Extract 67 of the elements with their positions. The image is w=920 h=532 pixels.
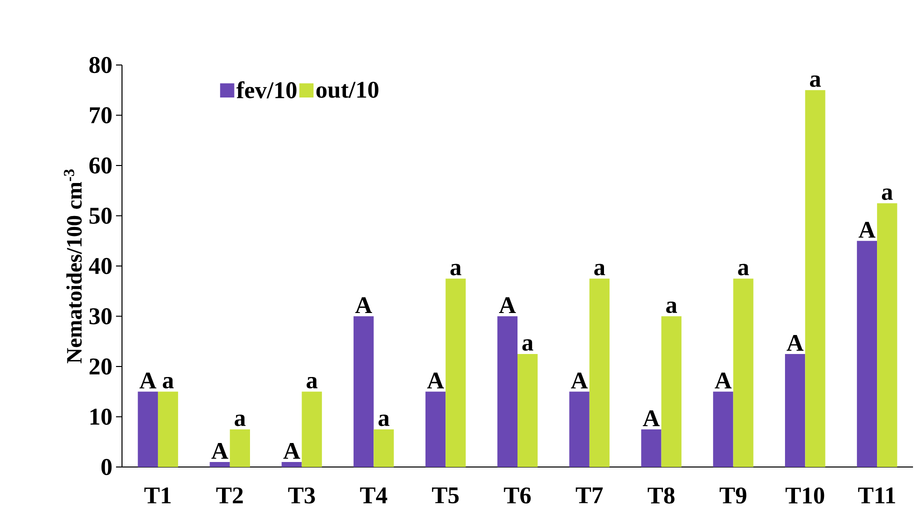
bar: [856, 240, 878, 467]
data-label: a: [738, 264, 749, 276]
data-label: a: [666, 302, 678, 314]
x-tick-label: T3: [288, 487, 315, 504]
bar: [354, 316, 374, 467]
bar: [713, 392, 734, 467]
x-tick-label: T1: [144, 487, 171, 504]
data-label: a: [594, 264, 606, 276]
bar: [158, 392, 178, 467]
x-tick-label: T6: [504, 487, 531, 504]
bar: [446, 278, 466, 467]
y-tick-label: 30: [90, 308, 112, 324]
x-tick-label: T9: [720, 487, 746, 504]
y-axis-title: Nematoides/100 cm$^{-3}$: [64, 169, 82, 364]
data-label: a: [522, 339, 534, 351]
data-label: A: [211, 443, 228, 459]
x-tick-label: T11: [858, 487, 896, 504]
data-label: A: [139, 372, 156, 388]
data-label: A: [427, 372, 444, 388]
data-label: A: [714, 372, 732, 388]
bar: [518, 354, 538, 467]
y-tick-label: 50: [90, 208, 112, 224]
x-tick-label: T4: [360, 487, 388, 504]
bar: [497, 316, 518, 467]
bar: [230, 429, 250, 467]
y-tick-label: 70: [90, 107, 112, 124]
bar: [641, 429, 662, 467]
x-tick-label: T7: [576, 487, 603, 504]
y-tick-label: 10: [90, 408, 112, 425]
y-tick-label: 0: [101, 458, 112, 476]
legend-label: fev/10: [236, 81, 296, 98]
data-label: a: [162, 376, 174, 388]
x-tick-label: T8: [648, 487, 674, 504]
x-tick-label: T10: [786, 487, 824, 504]
bar: [661, 316, 682, 467]
data-label: A: [786, 334, 804, 351]
bar: [589, 278, 610, 467]
data-label: a: [234, 414, 246, 426]
bar: [569, 392, 590, 467]
legend-label: out/10: [316, 82, 378, 98]
data-label: a: [378, 414, 390, 426]
y-tick-label: 80: [89, 56, 112, 74]
data-label: a: [306, 376, 318, 388]
x-tick-label: T5: [432, 487, 459, 504]
data-label: A: [858, 222, 876, 238]
data-label: a: [450, 264, 462, 276]
data-label: A: [283, 443, 300, 459]
bar: [302, 392, 322, 467]
bar: [425, 392, 446, 467]
y-tick-label: 40: [88, 258, 112, 274]
bar: [138, 392, 158, 467]
y-tick-label: 20: [90, 358, 112, 375]
data-label: A: [355, 297, 372, 314]
y-tick-label: 60: [89, 157, 112, 174]
data-label: a: [882, 188, 893, 200]
bar: [877, 203, 898, 467]
bar: [733, 278, 754, 467]
bar: [210, 462, 230, 467]
bar: [282, 462, 302, 467]
data-label: A: [570, 372, 588, 388]
data-label: a: [810, 75, 821, 87]
bar: [785, 354, 806, 467]
data-label: A: [642, 410, 660, 426]
data-label: A: [499, 297, 516, 314]
bar: [374, 429, 394, 467]
bar: [805, 90, 826, 467]
x-tick-label: T2: [216, 487, 243, 504]
